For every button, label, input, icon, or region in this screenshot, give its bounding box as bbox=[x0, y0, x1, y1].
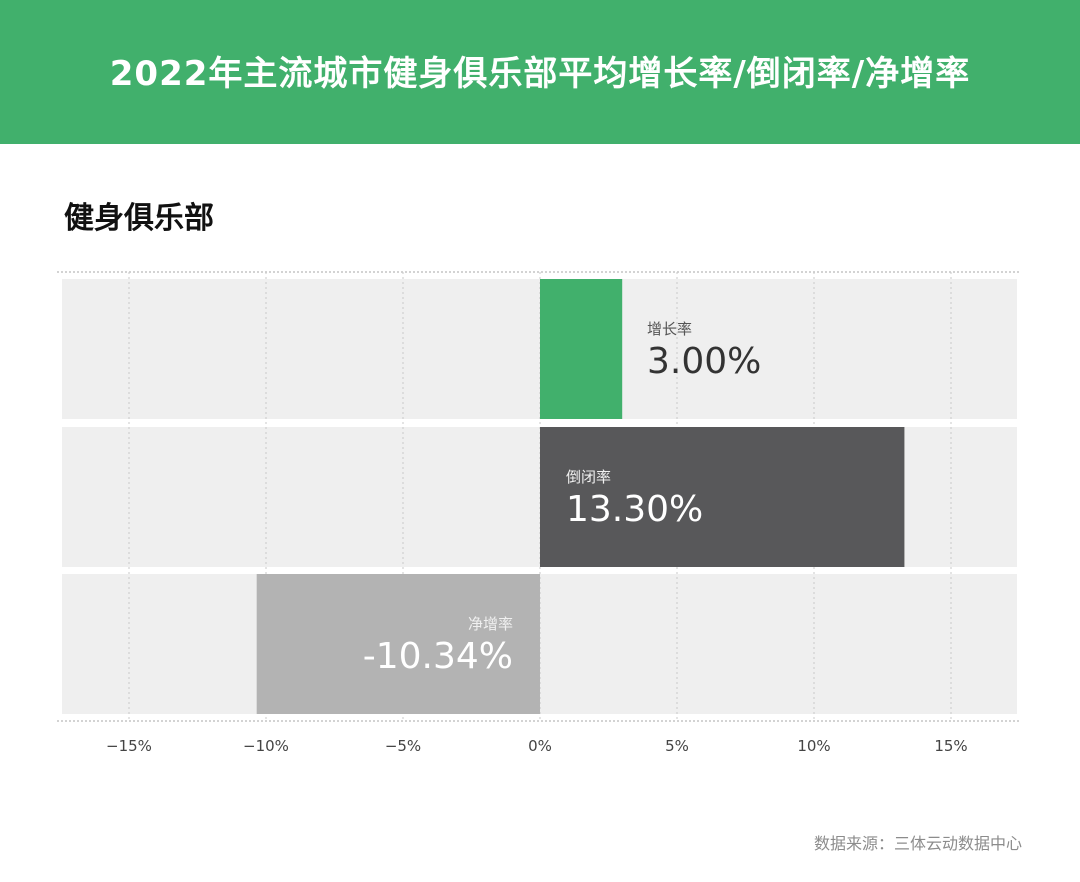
bar-chart: 增长率 3.00% 倒闭率 13.30% 净增率 -10.34% −15% −10% −5% 0%… bbox=[57, 271, 1020, 755]
x-tick-label: 15% bbox=[934, 737, 967, 755]
bar-3 bbox=[256, 574, 540, 714]
x-tick-label: −10% bbox=[243, 737, 289, 755]
bar-value-label: -10.34% bbox=[363, 636, 513, 677]
bar-category-label: 增长率 bbox=[647, 320, 692, 338]
bar-category-label: 净增率 bbox=[468, 615, 513, 633]
bar-2 bbox=[540, 427, 905, 567]
bar-category-label: 倒闭率 bbox=[566, 468, 611, 486]
x-tick-label: 0% bbox=[528, 737, 552, 755]
bar-1 bbox=[540, 279, 623, 419]
data-source-note: 数据来源：三体云动数据中心 bbox=[813, 834, 1022, 853]
bar-value-label: 13.30% bbox=[566, 489, 703, 530]
bar-value-label: 3.00% bbox=[647, 341, 761, 382]
x-tick-label: 10% bbox=[797, 737, 830, 755]
x-tick-label: 5% bbox=[665, 737, 689, 755]
header-banner: 2022年主流城市健身俱乐部平均增长率/倒闭率/净增率 bbox=[0, 0, 1080, 144]
page-title: 2022年主流城市健身俱乐部平均增长率/倒闭率/净增率 bbox=[109, 53, 971, 94]
x-tick-label: −15% bbox=[106, 737, 152, 755]
x-tick-label: −5% bbox=[385, 737, 421, 755]
chart-subtitle: 健身俱乐部 bbox=[64, 201, 214, 236]
